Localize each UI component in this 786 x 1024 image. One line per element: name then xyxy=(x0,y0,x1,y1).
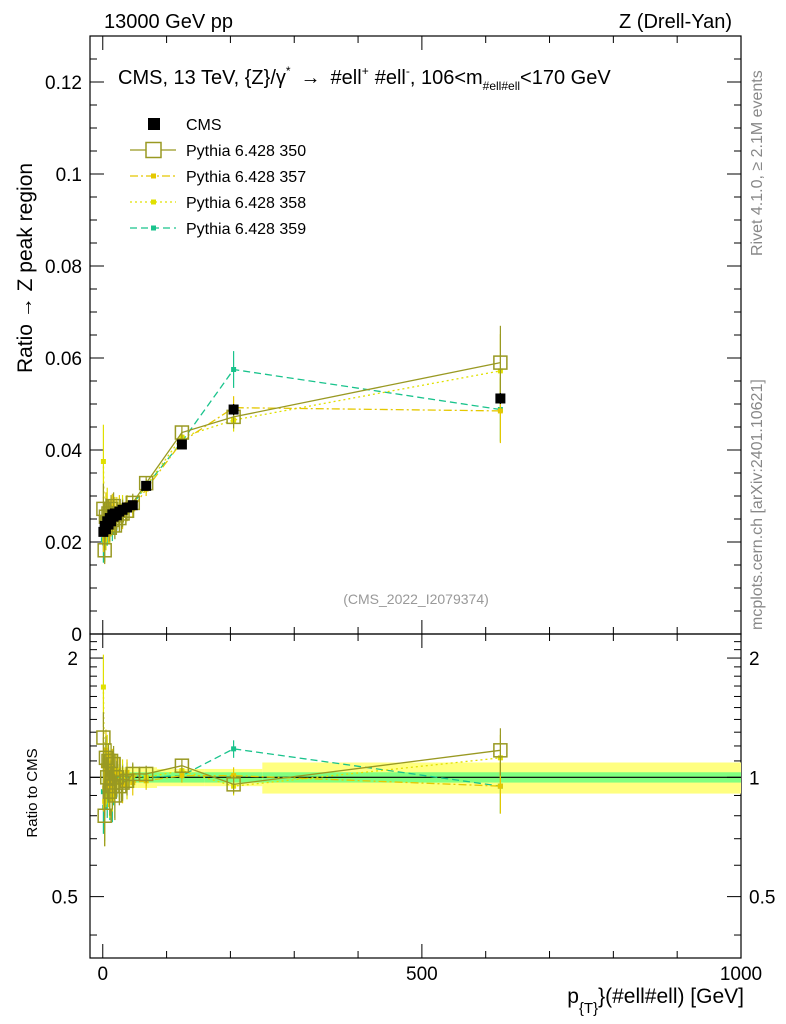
main-series-group xyxy=(96,325,508,565)
y-tick-label: 0.04 xyxy=(45,441,82,462)
legend-marker-p358 xyxy=(151,199,156,205)
y-axis-title: Ratio → Z peak region xyxy=(14,163,37,373)
ratio-point-p350 xyxy=(112,778,127,794)
ratio-y-tick-label-right: 0.5 xyxy=(749,888,775,909)
x-tick-label: 500 xyxy=(406,964,438,985)
y-tick-label: 0.1 xyxy=(56,165,82,186)
legend-marker-p359 xyxy=(151,225,156,231)
legend-marker-p357 xyxy=(151,173,156,179)
data-point-p359 xyxy=(231,367,237,372)
ratio-y-tick-label: 2 xyxy=(67,649,78,670)
ratio-point-p350 xyxy=(226,777,241,792)
legend-label-p357: Pythia 6.428 357 xyxy=(186,169,306,186)
legend-label-p358: Pythia 6.428 358 xyxy=(186,195,306,212)
series-line-p358 xyxy=(102,370,501,540)
ratio-point-p357 xyxy=(179,773,185,779)
legend-label-p350: Pythia 6.428 350 xyxy=(186,143,306,160)
data-point-cms xyxy=(127,500,138,511)
ratio-point-p350 xyxy=(96,730,111,745)
legend-marker-cms xyxy=(148,118,160,130)
data-point-cms xyxy=(122,502,133,513)
legend-label-cms: CMS xyxy=(186,117,222,134)
ratio-point-p358 xyxy=(100,684,106,690)
mcplots-label: mcplots.cern.ch [arXiv:2401.10621] xyxy=(749,379,766,630)
ratio-point-p357 xyxy=(497,783,503,789)
legend: CMS Pythia 6.428 350 Pythia 6.428 357 Pythi… xyxy=(130,117,306,238)
data-point-p357 xyxy=(497,408,503,414)
process-label: Z (Drell-Yan) xyxy=(619,11,732,33)
data-point-cms xyxy=(141,480,152,491)
legend-label-p359: Pythia 6.428 359 xyxy=(186,221,306,238)
y-tick-label: 0 xyxy=(71,625,82,646)
ratio-point-p350 xyxy=(109,770,125,785)
main-y-axis: 0 0.02 0.04 0.06 0.08 0.1 0.12 xyxy=(45,35,741,646)
x-axis-title: p{T}}(#ell#ell) [GeV] xyxy=(567,985,744,1017)
x-tick-label: 1000 xyxy=(720,964,762,985)
rivet-label: Rivet 4.1.0, ≥ 2.1M events xyxy=(749,70,766,256)
data-point-p350 xyxy=(174,425,190,440)
series-line-p350 xyxy=(102,361,501,551)
energy-label: 13000 GeV pp xyxy=(104,11,233,33)
ratio-point-p350 xyxy=(174,758,190,773)
ratio-point-p350 xyxy=(115,775,130,790)
plot-title: CMS, 13 TeV, {Z}/γ* → #ell+ #ell-, 106<m#el… xyxy=(118,64,611,93)
ratio-point-p350 xyxy=(493,743,508,758)
series-line-p359 xyxy=(102,368,501,544)
y-tick-label: 0.02 xyxy=(45,533,82,554)
ratio-y-tick-label: 0.5 xyxy=(52,888,78,909)
legend-marker-p350 xyxy=(145,141,162,159)
x-tick-label: 0 xyxy=(97,964,108,985)
ratio-y-tick-label: 1 xyxy=(67,768,78,789)
data-point-p358 xyxy=(100,459,106,464)
ratio-y-tick-label-right: 2 xyxy=(749,649,760,670)
y-tick-label: 0.06 xyxy=(45,349,82,370)
analysis-watermark: (CMS_2022_I2079374) xyxy=(343,591,489,607)
data-point-cms xyxy=(228,404,239,415)
ratio-point-p350 xyxy=(103,753,119,769)
x-axis: 0 500 1000 xyxy=(97,36,762,985)
ratio-point-p350 xyxy=(138,766,154,782)
data-point-cms xyxy=(176,439,187,450)
ratio-point-p350 xyxy=(107,788,123,803)
ratio-point-p359 xyxy=(231,746,237,752)
ratio-y-axis-title: Ratio to CMS xyxy=(24,748,41,837)
ratio-panel-frame xyxy=(89,633,742,959)
y-tick-label: 0.08 xyxy=(45,257,82,278)
y-tick-label: 0.12 xyxy=(45,73,82,94)
ratio-y-axis: 0.5 0.5 1 1 2 2 xyxy=(52,641,775,936)
data-point-p350 xyxy=(493,355,508,370)
ratio-series-group xyxy=(96,654,508,847)
ratio-y-tick-label-right: 1 xyxy=(749,768,760,789)
ratio-point-p350 xyxy=(97,808,112,823)
data-point-cms xyxy=(495,393,506,404)
series-line-p357 xyxy=(102,407,501,532)
data-point-p350 xyxy=(97,543,112,558)
